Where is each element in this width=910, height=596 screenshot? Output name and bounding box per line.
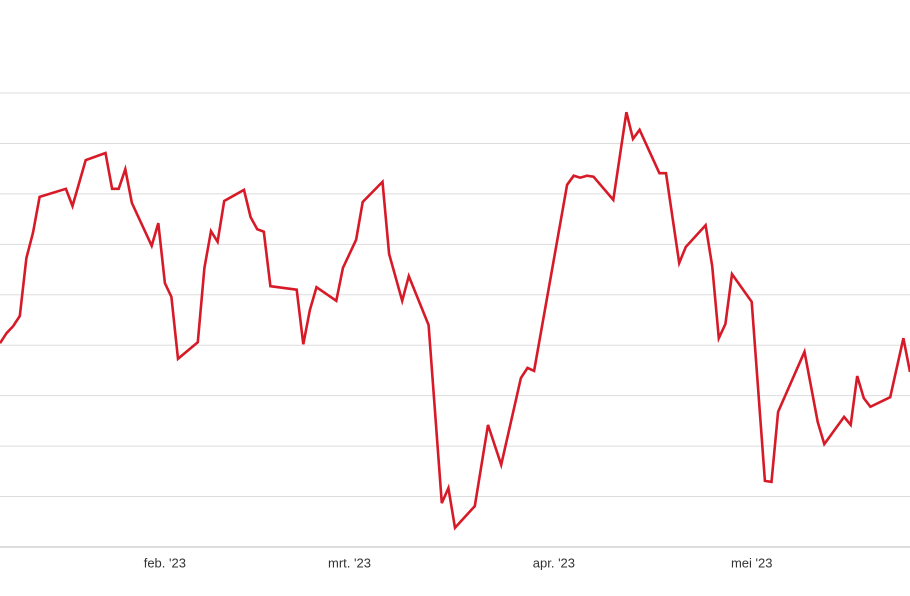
x-tick-label: feb. '23 (144, 555, 186, 570)
x-tick-label: mrt. '23 (328, 555, 371, 570)
line (0, 111, 910, 531)
x-tick-label: apr. '23 (533, 555, 575, 570)
x-tick-label: mei '23 (731, 555, 773, 570)
